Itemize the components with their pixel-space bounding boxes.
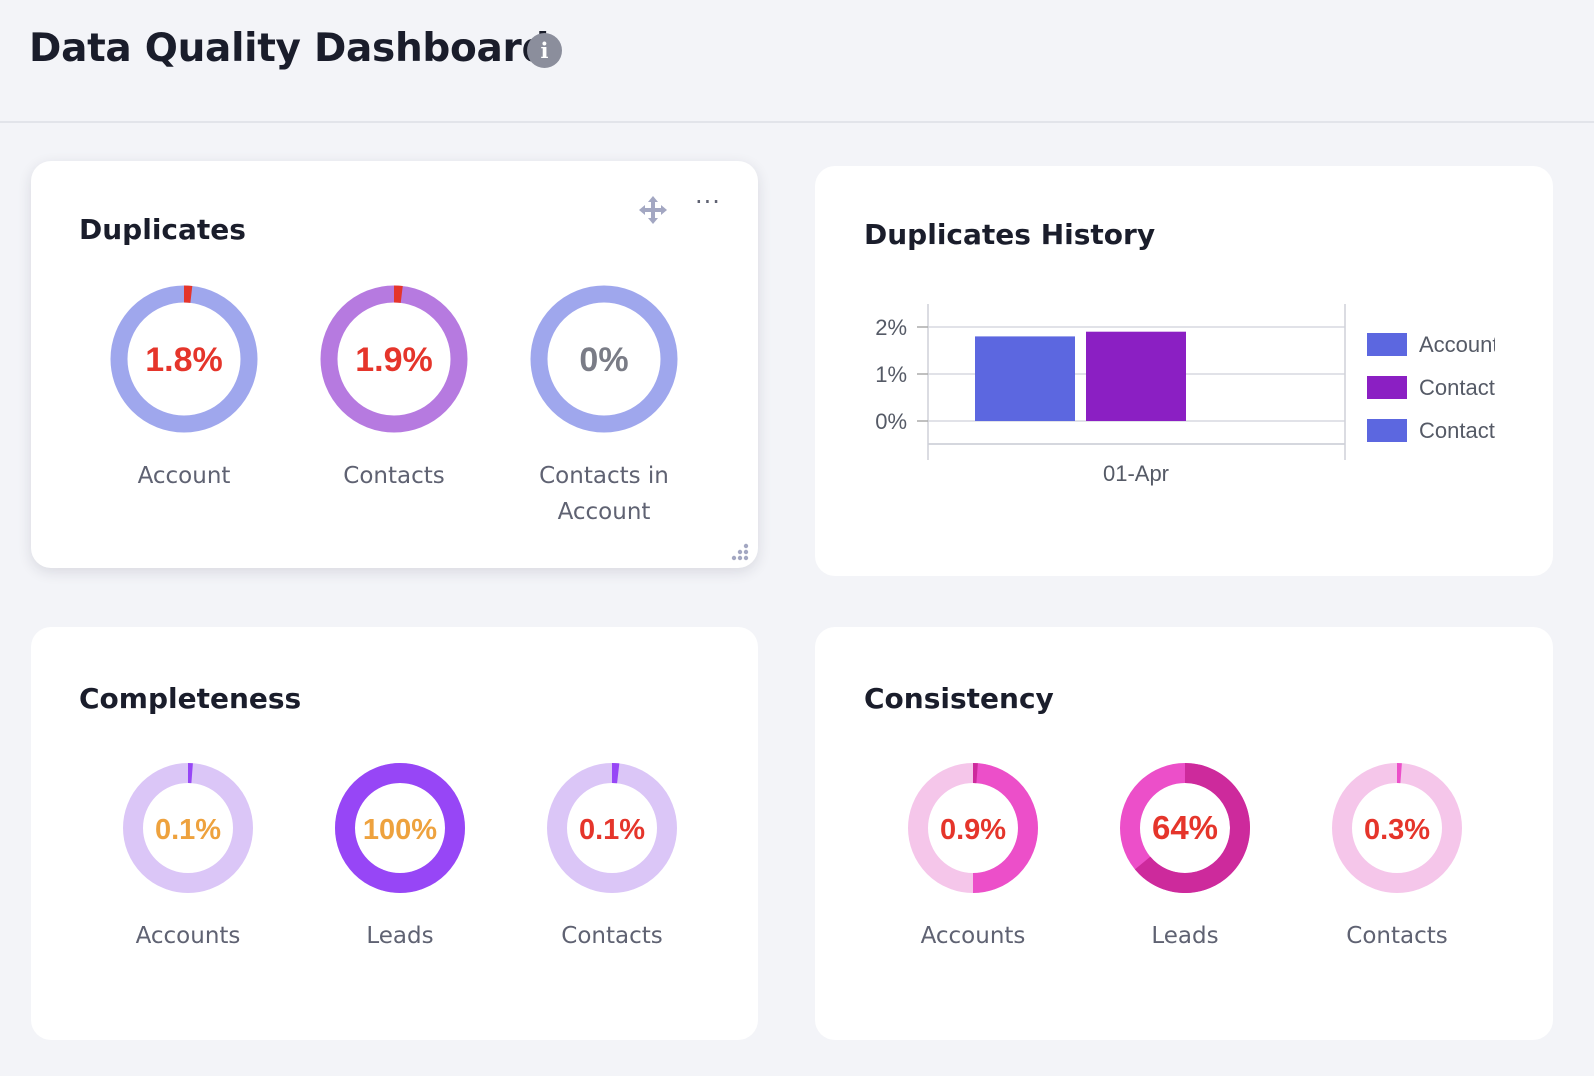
gauge-value: 0%: [579, 341, 628, 379]
more-options-icon[interactable]: ···: [695, 188, 721, 216]
completeness-card: [31, 627, 758, 1040]
legend-label: Contacts: [1419, 418, 1505, 443]
gauge-label: Contacts in Account: [539, 463, 669, 525]
x-tick-label: 01-Apr: [1103, 461, 1169, 486]
gauge-label: Contacts: [561, 923, 663, 949]
consistency-card: [815, 627, 1553, 1040]
legend-swatch: [1367, 419, 1407, 442]
legend-swatch: [1367, 376, 1407, 399]
gauge-label: Contacts: [1346, 923, 1448, 949]
page-title: Data Quality Dashboard: [29, 26, 550, 71]
gauge-segment: [1134, 763, 1250, 893]
consistency-title: Consistency: [864, 682, 1054, 715]
completeness-title: Completeness: [79, 682, 302, 715]
consistency-contacts-gauge: 0.3% Contacts: [1287, 763, 1507, 954]
info-icon[interactable]: i: [527, 33, 562, 68]
completeness-leads-gauge: 100% Leads: [290, 763, 510, 954]
completeness-contacts-gauge: 0.1% Contacts: [502, 763, 722, 954]
gauge-label: Accounts: [135, 923, 241, 949]
gauge-value: 0.1%: [579, 814, 645, 846]
gauge-half: [972, 763, 1038, 893]
completeness-accounts-gauge: 0.1% Accounts: [78, 763, 298, 954]
gauge-value: 1.8%: [145, 341, 223, 379]
y-tick-label: 0%: [875, 409, 907, 434]
duplicates-contacts-in-account-gauge: 0% Contacts in Account: [494, 285, 714, 530]
gauge-track: [530, 285, 678, 433]
duplicates-card: [31, 161, 758, 568]
page-header: Data Quality Dashboard i: [0, 0, 1594, 123]
duplicates-title: Duplicates: [79, 213, 246, 246]
gauge-label: Account: [137, 463, 231, 489]
bar: [975, 336, 1075, 421]
gauge-fill: [335, 763, 465, 893]
y-tick-label: 1%: [875, 362, 907, 387]
y-tick-label: 2%: [875, 315, 907, 340]
legend-label: Account: [1419, 332, 1499, 357]
gauge-value: 0.1%: [155, 814, 221, 846]
move-icon[interactable]: [638, 195, 668, 225]
gauge-value: 0.3%: [1364, 814, 1430, 846]
legend-label: Contacts: [1419, 375, 1505, 400]
gauge-value: 100%: [363, 814, 437, 846]
gauge-label: Leads: [366, 923, 434, 949]
consistency-accounts-gauge: 0.9% Accounts: [863, 763, 1083, 954]
chart-legend: Account Contacts Contacts: [1367, 332, 1505, 443]
gauge-label: Leads: [1151, 923, 1219, 949]
gauge-label: Contacts: [343, 463, 445, 489]
bar: [1086, 331, 1186, 421]
gauge-value: 64%: [1152, 809, 1218, 846]
gauge-label: Accounts: [920, 923, 1026, 949]
gauge-value: 0.9%: [940, 814, 1006, 846]
resize-handle-icon[interactable]: [731, 542, 751, 562]
duplicates-contacts-gauge: 1.9% Contacts: [284, 285, 504, 494]
duplicates-history-title: Duplicates History: [864, 218, 1156, 251]
duplicates-history-chart: 2% 1% 0% 01-Apr Account Contacts Contact…: [875, 304, 1505, 486]
consistency-leads-gauge: 64% Leads: [1075, 763, 1295, 954]
gauge-value: 1.9%: [355, 341, 433, 379]
duplicates-account-gauge: 1.8% Account: [74, 285, 294, 494]
legend-swatch: [1367, 333, 1407, 356]
